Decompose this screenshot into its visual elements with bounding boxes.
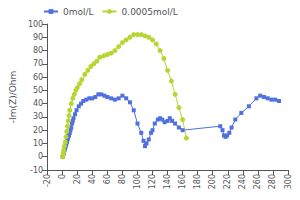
svg-text:0: 0 <box>58 174 67 179</box>
svg-text:260: 260 <box>253 174 262 189</box>
svg-text:200: 200 <box>208 174 217 189</box>
svg-text:0: 0 <box>38 152 43 161</box>
svg-text:300: 300 <box>284 174 293 189</box>
svg-text:140: 140 <box>163 174 172 189</box>
svg-text:-20: -20 <box>43 174 52 187</box>
svg-text:20: 20 <box>73 174 82 184</box>
svg-text:60: 60 <box>33 73 43 82</box>
svg-text:50: 50 <box>33 86 43 95</box>
svg-text:-Im(Z)/Ohm: -Im(Z)/Ohm <box>8 71 18 123</box>
svg-text:180: 180 <box>193 174 202 189</box>
svg-text:220: 220 <box>223 174 232 189</box>
svg-text:60: 60 <box>103 174 112 184</box>
svg-text:10: 10 <box>33 139 43 148</box>
svg-text:0mol/L: 0mol/L <box>63 7 94 17</box>
svg-text:240: 240 <box>238 174 247 189</box>
svg-text:40: 40 <box>88 174 97 184</box>
svg-text:40: 40 <box>33 99 43 108</box>
svg-text:80: 80 <box>33 46 43 55</box>
svg-text:-10: -10 <box>30 166 43 175</box>
svg-text:100: 100 <box>28 20 43 29</box>
svg-text:100: 100 <box>133 174 142 189</box>
svg-text:0.0005mol/L: 0.0005mol/L <box>122 7 178 17</box>
svg-text:30: 30 <box>33 112 43 121</box>
svg-text:90: 90 <box>33 33 43 42</box>
svg-text:70: 70 <box>33 59 43 68</box>
svg-text:280: 280 <box>268 174 277 189</box>
svg-text:160: 160 <box>178 174 187 189</box>
svg-text:20: 20 <box>33 126 43 135</box>
svg-text:80: 80 <box>118 174 127 184</box>
svg-text:120: 120 <box>148 174 157 189</box>
